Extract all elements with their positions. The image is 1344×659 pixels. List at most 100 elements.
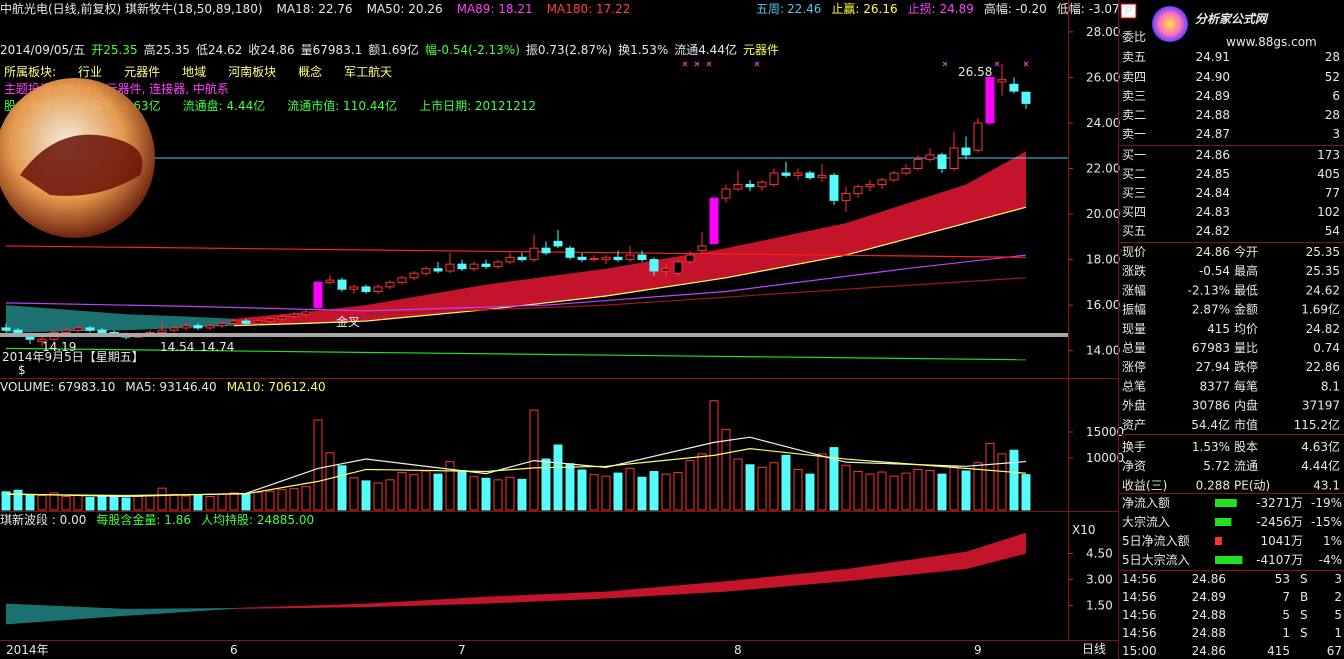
info-line-part: 所属板块: — [4, 65, 56, 79]
book-price: 24.82 — [1196, 224, 1230, 238]
flow-name: 大宗流入 — [1122, 514, 1170, 529]
candle-body — [529, 247, 539, 261]
quote-value: 25.35 — [1306, 245, 1340, 259]
info-line-part: 换1.53% — [618, 43, 668, 57]
volume-bar — [13, 489, 23, 511]
volume-bar — [457, 469, 467, 511]
info-line-part: 地域 — [182, 65, 206, 79]
quote-value: 25.35 — [1306, 264, 1340, 278]
logo-p-box — [1120, 3, 1137, 19]
volume-bar — [229, 492, 239, 511]
quote-value: 24.62 — [1306, 283, 1340, 297]
volume-bar — [1, 491, 11, 511]
quote-value: -2.13% — [1188, 283, 1230, 297]
candle-body — [265, 318, 275, 322]
volume-bar — [961, 470, 971, 511]
volume-bar — [685, 460, 695, 511]
info-line-part: 振0.73(2.87%) — [526, 43, 612, 57]
candle-body — [409, 272, 419, 279]
info-line-part: 低24.62 — [196, 43, 242, 57]
candle-body — [61, 329, 71, 333]
candle-body — [253, 320, 263, 324]
volume-bar — [565, 463, 575, 511]
volume-bar — [733, 458, 743, 511]
book-name: 卖四 — [1122, 70, 1146, 84]
header-line: 中航光电(日线,前复权) 琪新牧牛(18,50,89,180) MA18: 22.… — [0, 1, 630, 16]
volume-bar — [169, 493, 179, 511]
volume-bar — [421, 470, 431, 511]
flow-name: 5日大宗流入 — [1122, 552, 1190, 567]
volume-bar — [973, 462, 983, 511]
order-book-label: 委比 — [1122, 30, 1146, 44]
info-line-part: 2014/09/05/五 — [0, 43, 85, 57]
quote-label: 涨跌 — [1122, 263, 1146, 278]
book-volume: 405 — [1317, 167, 1340, 181]
candle-body — [445, 263, 455, 272]
book-name: 买三 — [1122, 186, 1146, 200]
volume-bar — [181, 495, 191, 511]
candle-body — [325, 279, 335, 283]
candle-body — [937, 154, 947, 170]
book-volume: 52 — [1325, 70, 1340, 84]
volume-bar — [349, 477, 359, 511]
quote-value: 54.4亿 — [1191, 417, 1230, 432]
volume-bar — [625, 467, 635, 511]
volume-bar — [517, 478, 527, 511]
candle-body — [1, 327, 11, 331]
quote-label: 总笔 — [1122, 378, 1146, 393]
trade-count: 67 — [1327, 644, 1342, 658]
candle-body — [889, 172, 899, 181]
volume-bar — [841, 464, 851, 511]
candle-body — [217, 322, 227, 327]
trade-volume: 415 — [1267, 644, 1290, 658]
volume-bar — [337, 465, 347, 511]
candle-body — [421, 268, 431, 274]
candle-body — [589, 257, 599, 261]
volume-bar — [37, 494, 47, 511]
info-line-part: 流通4.44亿 — [674, 42, 737, 57]
trade-time: 14:56 — [1122, 626, 1157, 640]
volume-bar — [829, 447, 839, 511]
volume-bar — [445, 461, 455, 511]
book-volume: 54 — [1325, 224, 1340, 238]
candle-body — [337, 279, 347, 290]
volume-bar — [601, 475, 611, 511]
candle-body — [781, 172, 791, 176]
volume-bar — [877, 471, 887, 511]
quote-label: PE(动) — [1234, 478, 1270, 492]
annotation: 2014年9月5日【星期五】 — [2, 350, 144, 364]
info-line-part: 幅-0.54(-2.13%) — [425, 42, 520, 57]
volume-bar — [217, 493, 227, 511]
candle-body — [193, 325, 203, 329]
volume-bar — [793, 468, 803, 511]
signal-marks — [682, 61, 1029, 67]
overlay-layer — [0, 2, 1338, 238]
volume-bar — [385, 479, 395, 511]
band-area — [6, 305, 234, 333]
info-line-part: 河南板块 — [228, 64, 276, 79]
header-line-part: MA89: 18.21 — [457, 2, 533, 16]
volume-bar — [469, 476, 479, 511]
info-line-part: 行业 — [78, 65, 102, 79]
volume-bar — [409, 474, 419, 511]
volume-bar — [889, 475, 899, 511]
trade-price: 24.86 — [1192, 644, 1226, 658]
indicator-line — [5, 254, 1027, 312]
candle-body — [241, 320, 251, 324]
trade-volume: 53 — [1275, 572, 1290, 586]
volume-bar — [913, 468, 923, 511]
candle-body — [565, 247, 575, 258]
volume-bar — [145, 494, 155, 511]
volume-bar — [697, 453, 707, 511]
volume-bar — [313, 419, 323, 511]
candle-body — [985, 76, 995, 124]
candle-body — [229, 320, 239, 324]
book-volume: 3 — [1332, 127, 1340, 141]
volume-bar — [613, 472, 623, 511]
quote-label: 涨停 — [1122, 359, 1146, 374]
quote-value: 43.1 — [1313, 478, 1340, 492]
candle-body — [709, 197, 719, 245]
candle-body — [745, 183, 755, 188]
